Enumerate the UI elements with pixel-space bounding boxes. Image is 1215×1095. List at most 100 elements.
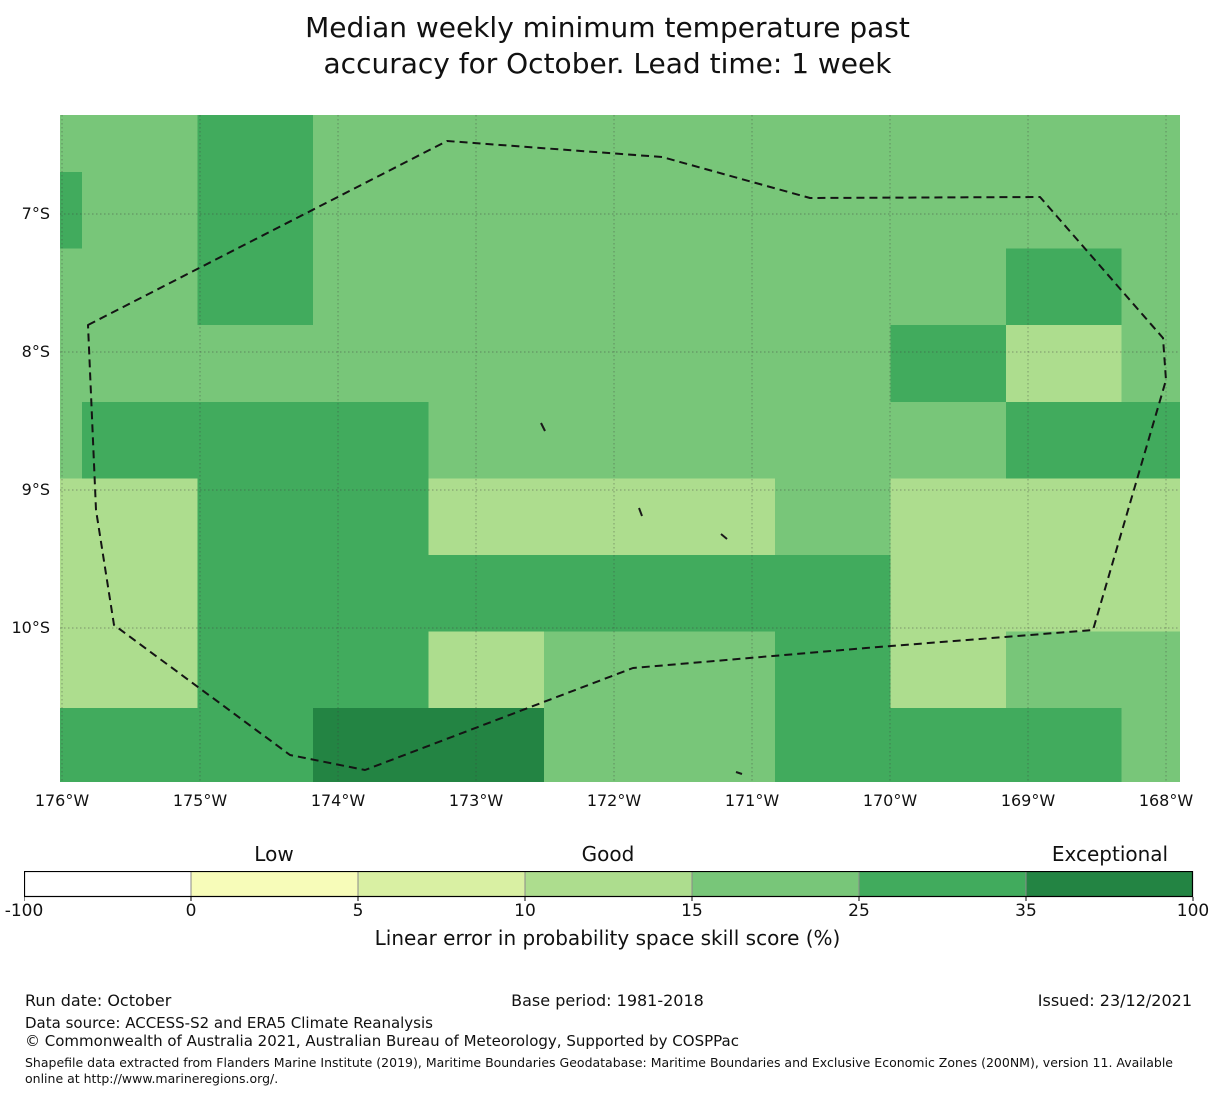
grid-cell — [890, 172, 1006, 249]
colorbar-segment — [358, 871, 525, 897]
grid-cell — [1121, 631, 1180, 709]
page-title: Median weekly minimum temperature past a… — [0, 10, 1215, 82]
grid-cell — [82, 708, 198, 782]
lon-tick-label: 176°W — [34, 791, 90, 810]
colorbar-category-label: Low — [254, 842, 294, 866]
island-mark — [720, 533, 728, 540]
grid-cell — [197, 478, 313, 555]
grid-cell — [659, 325, 775, 402]
colorbar-outline — [24, 871, 1194, 898]
island-mark — [540, 422, 546, 432]
grid-cell — [659, 248, 775, 326]
lat-tick-label: 10°S — [11, 618, 50, 637]
grid-cell — [197, 172, 313, 249]
grid-cell — [775, 401, 891, 479]
grid-cell — [313, 172, 429, 249]
grid-cell — [60, 172, 82, 249]
grid-cell — [1006, 115, 1122, 172]
colorbar-segment — [692, 871, 859, 897]
lat-tick-label: 7°S — [21, 204, 50, 223]
colorbar-tick-label: 0 — [185, 901, 197, 921]
grid-cell — [659, 115, 775, 172]
grid-cell — [313, 115, 429, 172]
grid-cell — [60, 478, 82, 555]
grid-cell — [1006, 248, 1122, 326]
issued-date: Issued: 23/12/2021 — [1037, 991, 1192, 1010]
grid-cell — [775, 172, 891, 249]
grid-cell — [1121, 708, 1180, 782]
grid-cell — [890, 401, 1006, 479]
grid-cell — [775, 631, 891, 709]
grid-cell — [197, 325, 313, 402]
grid-cell — [428, 248, 544, 326]
grid-cell — [890, 555, 1006, 632]
grid-cell — [1121, 172, 1180, 249]
shapefile-note: Shapefile data extracted from Flanders M… — [25, 1055, 1173, 1087]
colorbar-segment — [24, 871, 191, 897]
grid-cell — [82, 325, 198, 402]
grid-cell — [659, 631, 775, 709]
grid-cell — [890, 248, 1006, 326]
grid-cell — [890, 708, 1006, 782]
grid-cell — [659, 478, 775, 555]
grid-cell — [775, 555, 891, 632]
base-period: Base period: 1981-2018 — [511, 991, 704, 1010]
colorbar-segment — [525, 871, 692, 897]
grid-cell — [197, 708, 313, 782]
grid-cell — [544, 115, 660, 172]
grid-cell — [1121, 325, 1180, 402]
island-mark — [735, 771, 743, 775]
grid-cell — [544, 248, 660, 326]
grid-cell — [313, 708, 429, 782]
grid-cell — [1121, 115, 1180, 172]
title-line-2: accuracy for October. Lead time: 1 week — [323, 46, 892, 80]
colorbar-segment — [1026, 871, 1193, 897]
eez-boundary-outline — [87, 140, 1167, 771]
grid-cell — [428, 478, 544, 555]
grid-cell — [197, 401, 313, 479]
colorbar-segment — [859, 871, 1026, 897]
grid-cell — [82, 248, 198, 326]
lon-tick-label: 172°W — [586, 791, 642, 810]
grid-cell — [313, 631, 429, 709]
grid-cell — [659, 555, 775, 632]
grid-cell — [313, 401, 429, 479]
grid-cell — [82, 401, 198, 479]
grid-cell — [659, 708, 775, 782]
copyright-line: © Commonwealth of Australia 2021, Austra… — [25, 1032, 739, 1050]
grid-cell — [544, 631, 660, 709]
colorbar-tick-label: 35 — [1015, 901, 1037, 921]
grid-cell — [60, 248, 82, 326]
grid-cell — [60, 708, 82, 782]
grid-cell — [428, 401, 544, 479]
grid-cell — [313, 478, 429, 555]
colorbar-tick-label: 100 — [1176, 901, 1210, 921]
grid-cell — [1006, 708, 1122, 782]
grid-cell — [1121, 478, 1180, 555]
grid-cell — [544, 325, 660, 402]
lat-tick-label: 8°S — [21, 342, 50, 361]
grid-cell — [1121, 555, 1180, 632]
grid-cell — [197, 115, 313, 172]
grid-cell — [775, 248, 891, 326]
grid-cell — [544, 478, 660, 555]
lon-tick-label: 174°W — [310, 791, 366, 810]
grid-cell — [544, 172, 660, 249]
run-date: Run date: October — [25, 991, 172, 1010]
grid-cell — [544, 708, 660, 782]
grid-cell — [82, 555, 198, 632]
colorbar-caption: Linear error in probability space skill … — [374, 926, 841, 950]
lon-tick-label: 171°W — [724, 791, 780, 810]
colorbar-tick-label: 10 — [514, 901, 536, 921]
lon-tick-label: 175°W — [172, 791, 228, 810]
island-mark — [638, 507, 643, 517]
grid-cell — [659, 401, 775, 479]
grid-cell — [1006, 555, 1122, 632]
grid-cell — [890, 115, 1006, 172]
grid-cell — [313, 325, 429, 402]
skill-score-map — [60, 115, 1180, 782]
colorbar-tick-label: 25 — [848, 901, 870, 921]
grid-cell — [60, 401, 82, 479]
colorbar-tick-label: -100 — [4, 901, 44, 921]
grid-cell — [1006, 631, 1122, 709]
